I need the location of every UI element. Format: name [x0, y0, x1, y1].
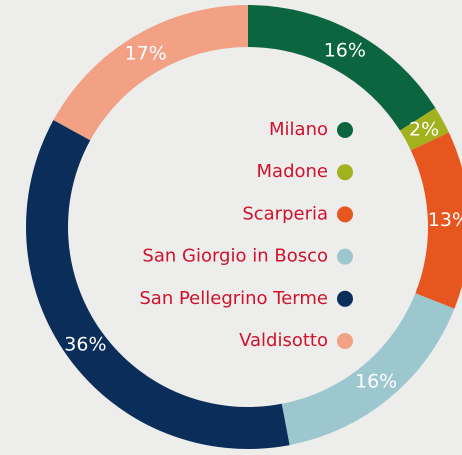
slice-label: 16%: [355, 370, 397, 392]
legend-dot: [337, 248, 353, 265]
slice-label: 17%: [125, 42, 167, 64]
legend-label: San Giorgio in Bosco: [142, 246, 328, 267]
slice-label: 36%: [64, 334, 106, 356]
legend-dot: [337, 164, 353, 181]
donut-slice: [410, 132, 462, 309]
slice-label: 2%: [409, 119, 439, 141]
donut-slice: [281, 293, 455, 446]
slice-label: 13%: [428, 209, 462, 231]
legend-dot: [337, 206, 353, 223]
legend-label: Milano: [269, 119, 328, 140]
legend-label: Scarperia: [242, 203, 328, 224]
legend-label: San Pellegrino Terme: [139, 288, 328, 309]
donut-slice: [25, 120, 290, 450]
donut-slice: [399, 108, 449, 151]
legend-label: Valdisotto: [239, 330, 328, 351]
legend-dot: [337, 122, 353, 138]
donut-slice: [53, 5, 248, 141]
legend-label: Madone: [257, 161, 328, 182]
legend-dot: [337, 290, 353, 307]
donut-slice: [248, 5, 436, 131]
legend-dot: [337, 333, 353, 349]
slice-label: 16%: [324, 39, 366, 61]
